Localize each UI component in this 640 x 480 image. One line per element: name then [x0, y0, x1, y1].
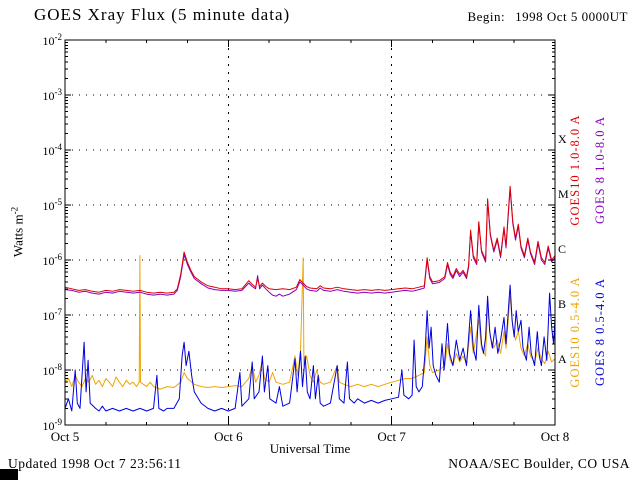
flare-class-label: M — [558, 187, 569, 201]
begin-time: Begin: 1998 Oct 5 0000UT — [467, 9, 628, 25]
begin-label: Begin: — [467, 9, 506, 24]
y-tick-label: 10-4 — [42, 142, 63, 158]
series-goes10-short — [64, 255, 556, 390]
corner-mark — [0, 469, 18, 480]
y-axis-title-text: Watts m — [10, 214, 26, 258]
plot-border — [64, 39, 556, 426]
series-goes10-long — [64, 185, 556, 294]
x-tick-label: Oct 7 — [377, 429, 406, 444]
gridlines — [65, 40, 555, 425]
x-tick-label: Oct 6 — [214, 429, 243, 444]
x-tick-label: Oct 8 — [540, 429, 570, 444]
y-tick-label: 10-5 — [42, 197, 63, 213]
x-axis-title: Universal Time — [269, 441, 351, 456]
y-tick-label: 10-8 — [42, 362, 63, 378]
updated-timestamp: Updated 1998 Oct 7 23:56:11 — [8, 456, 182, 471]
y-tick-label: 10-2 — [42, 32, 63, 48]
series-goes8-short — [64, 284, 556, 412]
flare-class-label: B — [558, 297, 567, 311]
chart-title: GOES Xray Flux (5 minute data) — [34, 5, 291, 24]
flare-class-label: A — [558, 352, 567, 366]
y-tick-label: 10-9 — [42, 417, 63, 433]
flux-series — [64, 185, 556, 412]
legend-goes8-long: GOES 8 1.0-8.0 A — [592, 115, 607, 225]
legend-goes10-short: GOES10 0.5-4.0 A — [567, 276, 582, 388]
begin-value: 1998 Oct 5 0000UT — [515, 9, 628, 24]
source-credit: NOAA/SEC Boulder, CO USA — [448, 456, 630, 471]
y-tick-label: 10-3 — [42, 87, 63, 103]
legend-goes10-long: GOES10 1.0-8.0 A — [567, 114, 582, 226]
flare-class-label: C — [558, 242, 567, 256]
legend-goes8-short: GOES 8 0.5-4.0 A — [592, 277, 607, 387]
y-tick-label: 10-6 — [42, 252, 63, 268]
axis-ticks — [65, 40, 555, 425]
y-tick-label: 10-7 — [42, 307, 63, 323]
x-tick-label: Oct 5 — [50, 429, 80, 444]
y-axis-title: Watts m-2 — [9, 207, 26, 257]
flare-class-label: X — [558, 132, 567, 146]
y-axis-title-exponent: -2 — [9, 206, 20, 215]
